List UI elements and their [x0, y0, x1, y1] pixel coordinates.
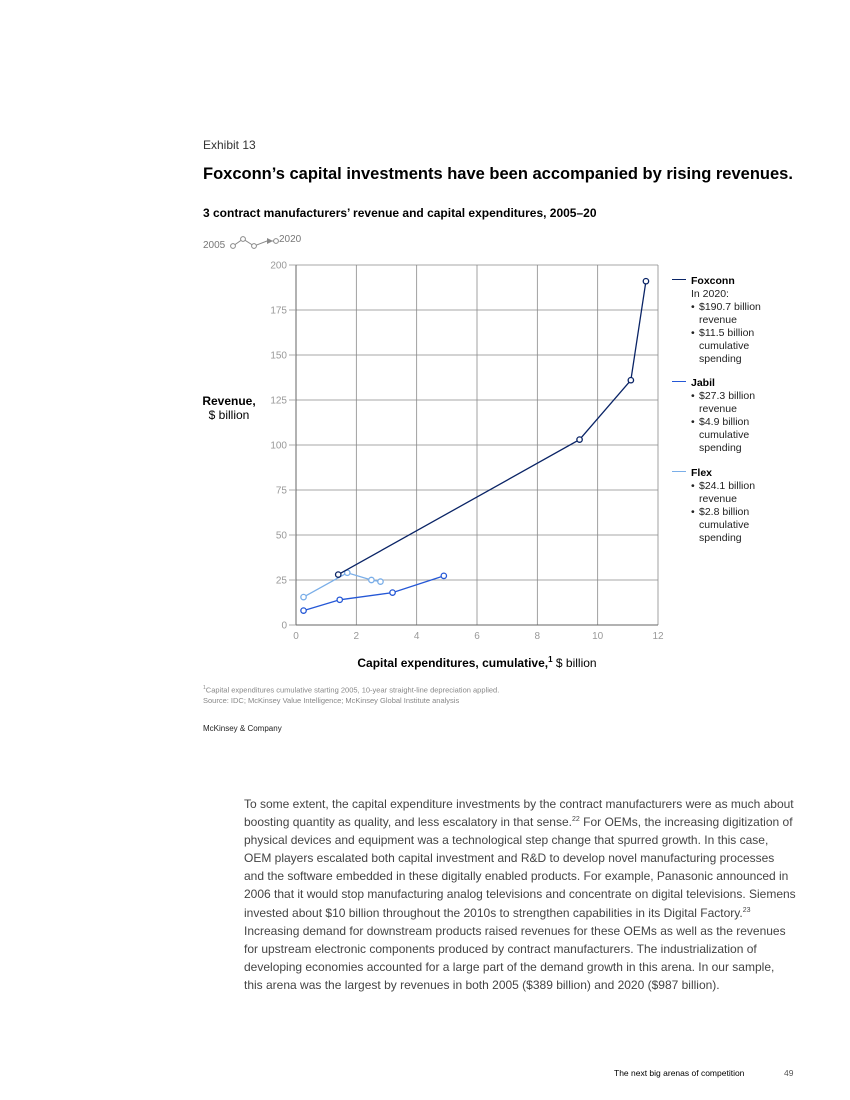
legend-flex-swatch [672, 470, 686, 472]
y-axis-label-unit: $ billion [208, 408, 250, 422]
footnote-ref-22: 22 [571, 816, 580, 824]
point-jabil-1 [336, 596, 344, 604]
chart-grid [295, 264, 659, 626]
legend-foxconn-name: Foxconn [691, 275, 735, 287]
point-foxconn-3 [642, 277, 650, 285]
legend-flex-revenue-caption: revenue [699, 493, 737, 505]
legend-flex-spending-caption-1: cumulative [699, 519, 750, 531]
legend-foxconn-spending: $11.5 billion [699, 327, 755, 339]
legend-foxconn-spending-caption-1: cumulative [699, 340, 750, 352]
chart-subtitle: 3 contract manufacturers’ revenue and ca… [203, 206, 597, 220]
point-flex-0 [300, 593, 307, 601]
footnote: 1Capital expenditures cumulative startin… [203, 683, 499, 706]
y-tick-label-75: 75 [276, 486, 288, 497]
x-tick-label-2: 2 [354, 631, 360, 642]
legend-jabil-name: Jabil [691, 377, 715, 389]
legend-jabil: Jabil • $27.3 billion revenue • $4.9 billi… [672, 377, 802, 455]
y-axis-ticks: 0 25 50 75 100 125 150 175 200 [270, 261, 296, 632]
body-text-part-1: To some extent, the capital expenditure … [244, 797, 794, 830]
body-paragraph: To some extent, the capital expenditure … [244, 795, 796, 994]
brand-name: McKinsey & Company [203, 724, 282, 733]
legend-jabil-revenue: $27.3 billion [699, 390, 756, 402]
x-tick-label-8: 8 [535, 631, 541, 642]
page-number: 49 [784, 1068, 794, 1078]
legend-foxconn-revenue-caption: revenue [699, 314, 737, 326]
time-key-end-label: 2020 [279, 234, 302, 245]
point-foxconn-0 [334, 571, 342, 578]
legend-flex-name: Flex [691, 467, 713, 479]
point-flex-2 [368, 576, 375, 584]
legend-foxconn-intro: In 2020: [691, 288, 729, 300]
chart-plot: 0 2 4 6 8 10 12 0 25 50 75 100 125 150 175 200 [270, 261, 664, 643]
x-tick-label-0: 0 [293, 631, 299, 642]
legend-flex-spending-caption-2: spending [699, 532, 742, 544]
y-tick-label-200: 200 [270, 261, 287, 272]
legend-foxconn-spending-caption-2: spending [699, 353, 742, 365]
footnote-text: Capital expenditures cumulative starting… [205, 685, 500, 695]
body-text-part-3: Increasing demand for downstream product… [244, 923, 786, 992]
y-tick-label-0: 0 [281, 621, 287, 632]
point-jabil-3 [440, 572, 448, 580]
series-line-foxconn [337, 281, 647, 576]
x-tick-label-12: 12 [652, 631, 664, 642]
legend-flex-revenue: $24.1 billion [699, 480, 756, 492]
point-jabil-0 [300, 607, 307, 614]
legend-flex-spending: $2.8 billion [699, 506, 750, 518]
footnote-marker: 1 [203, 685, 206, 691]
y-tick-label-50: 50 [276, 531, 288, 542]
x-tick-label-10: 10 [592, 631, 604, 642]
series-line-jabil [303, 575, 445, 612]
legend-jabil-spending-caption-1: cumulative [699, 429, 750, 441]
body-text-part-2: For OEMs, the increasing digitization of… [244, 815, 796, 920]
y-tick-label-25: 25 [276, 576, 288, 587]
time-key-icon [230, 236, 279, 249]
y-axis-label-title: Revenue, [202, 394, 256, 408]
chart-series [300, 277, 650, 614]
legend-flex: Flex • $24.1 billion revenue • $2.8 billio… [672, 467, 802, 545]
legend-foxconn: Foxconn In 2020: • $190.7 billion revenue… [672, 275, 802, 366]
x-axis-label-unit: $ billion [552, 656, 597, 670]
exhibit-title: Foxconn’s capital investments have been … [203, 165, 793, 183]
legend-foxconn-swatch [672, 278, 686, 280]
y-tick-label-100: 100 [270, 441, 287, 452]
time-key-start-label: 2005 [203, 240, 226, 251]
x-tick-label-4: 4 [414, 631, 420, 642]
legend-jabil-swatch [672, 380, 686, 382]
running-footer-title: The next big arenas of competition [614, 1068, 745, 1078]
x-axis-label-title: Capital expenditures, cumulative, [357, 656, 549, 670]
y-tick-label-175: 175 [270, 306, 287, 317]
exhibit-label: Exhibit 13 [203, 138, 256, 152]
legend-foxconn-revenue: $190.7 billion [699, 301, 761, 313]
footnote-ref-23: 23 [742, 906, 751, 914]
x-axis-label: Capital expenditures, cumulative,1 $ bil… [296, 655, 658, 670]
y-tick-label-125: 125 [270, 396, 287, 407]
point-foxconn-2 [627, 376, 635, 384]
point-flex-3 [377, 578, 384, 585]
footnote-source: Source: IDC; McKinsey Value Intelligence… [203, 695, 460, 705]
x-axis-ticks: 0 2 4 6 8 10 12 [293, 631, 664, 642]
series-line-flex [303, 572, 381, 598]
legend-jabil-revenue-caption: revenue [699, 403, 737, 415]
legend-jabil-spending: $4.9 billion [699, 416, 750, 428]
x-axis-footnote-marker: 1 [548, 655, 553, 664]
y-tick-label-150: 150 [270, 351, 287, 362]
point-jabil-2 [389, 589, 396, 596]
point-foxconn-1 [576, 436, 583, 443]
legend-jabil-spending-caption-2: spending [699, 442, 742, 454]
x-tick-label-6: 6 [474, 631, 480, 642]
y-axis-label: Revenue, $ billion [196, 394, 262, 422]
